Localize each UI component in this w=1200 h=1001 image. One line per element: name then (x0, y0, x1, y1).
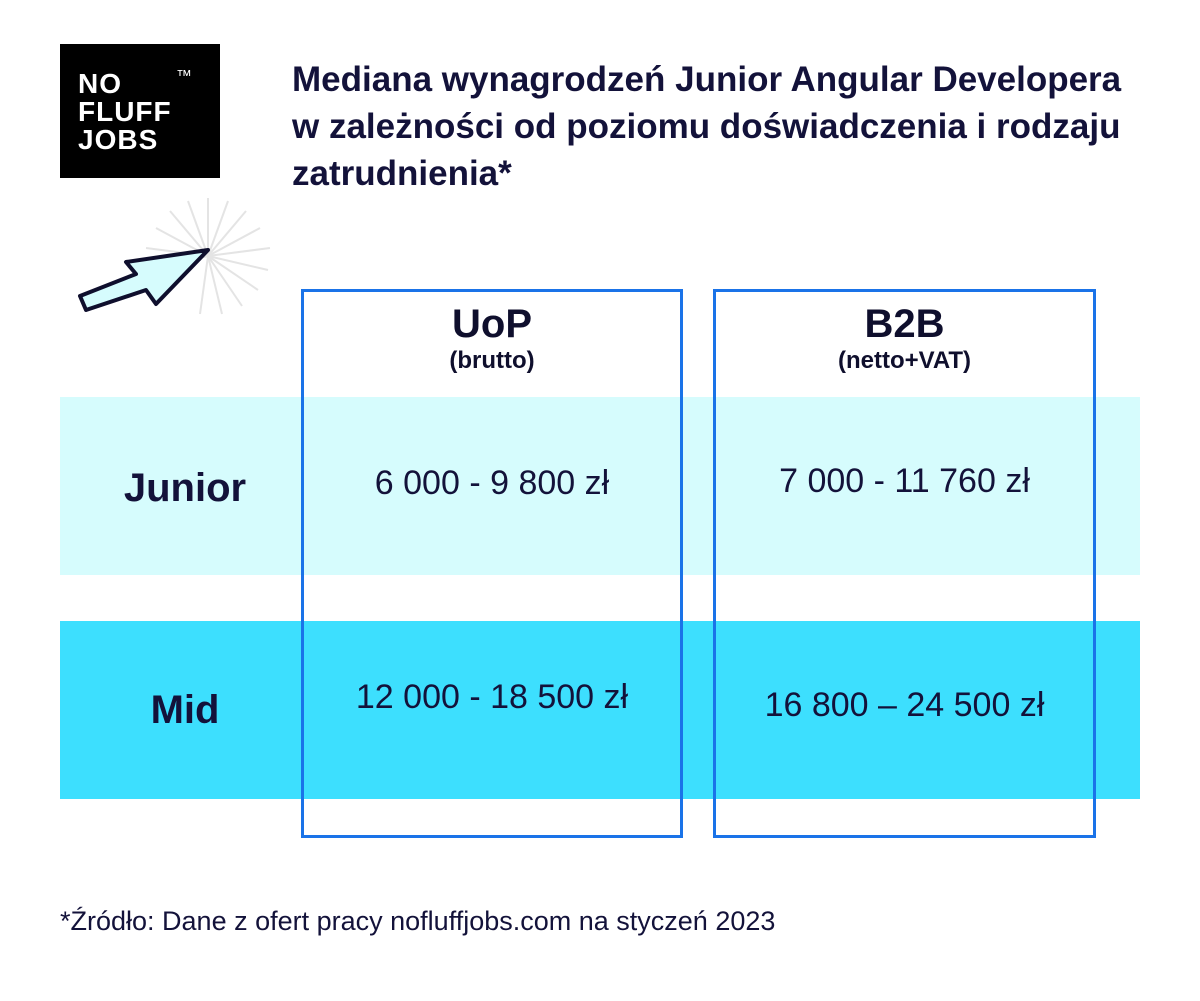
cell-mid-uop: 12 000 - 18 500 zł (355, 678, 629, 716)
cell-mid-b2b: 16 800 – 24 500 zł (764, 686, 1045, 724)
column-subheader: (netto+VAT) (837, 347, 972, 374)
column-header: B2B (864, 302, 945, 346)
column-header: UoP (452, 302, 532, 346)
mid-row (60, 621, 1140, 799)
column-subheader: (brutto) (449, 347, 535, 374)
cell-junior-b2b: 7 000 - 11 760 zł (779, 462, 1030, 500)
logo-text: JOBS (78, 124, 159, 155)
page-title: Mediana wynagrodzeń Junior Angular Devel… (292, 60, 1122, 193)
row-label-mid: Mid (150, 688, 220, 732)
source-footnote: *Źródło: Dane z ofert pracy nofluffjobs.… (60, 906, 776, 936)
column-uop: UoP (brutto) (301, 289, 683, 838)
logo-text: NO (78, 68, 122, 99)
cell-junior-uop: 6 000 - 9 800 zł (374, 464, 610, 502)
column-b2b: B2B (netto+VAT) (713, 289, 1096, 838)
row-label-junior: Junior (123, 466, 247, 510)
cursor-arrow-icon (78, 248, 210, 312)
logo-text: FLUFF (78, 96, 172, 127)
junior-row (60, 397, 1140, 575)
trademark: ™ (176, 68, 192, 85)
nofluffjobs-logo: NO ™ FLUFF JOBS (60, 44, 220, 178)
